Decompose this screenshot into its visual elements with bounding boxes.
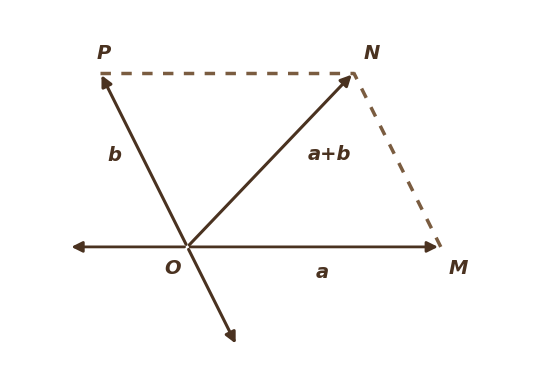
Text: N: N: [363, 44, 380, 63]
Text: a+b: a+b: [308, 145, 352, 164]
Text: P: P: [97, 44, 111, 63]
Text: a: a: [315, 263, 328, 282]
Text: b: b: [108, 146, 122, 165]
Text: M: M: [448, 259, 468, 278]
Text: O: O: [164, 259, 181, 278]
